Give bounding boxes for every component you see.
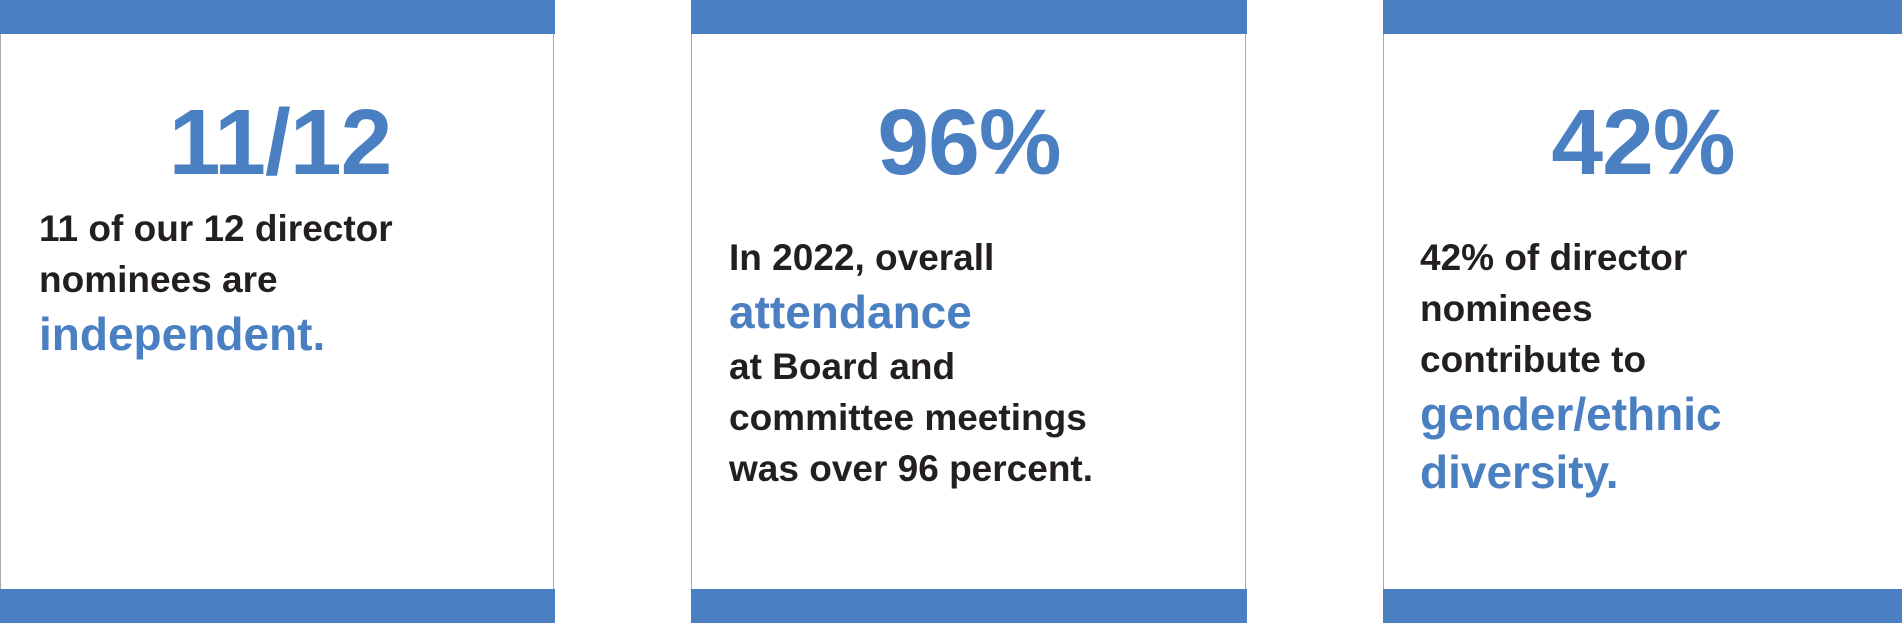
body-text: nominees: [1420, 288, 1593, 329]
body-text: 42% of director: [1420, 237, 1688, 278]
stat-number: 42%: [1551, 90, 1735, 194]
card-text: In 2022, overall attendance at Board and co…: [729, 232, 1093, 494]
highlight-text: gender/ethnic: [1420, 388, 1722, 440]
body-text: contribute to: [1420, 339, 1647, 380]
stat-card: 11/12 11 of our 12 director nominees are in…: [0, 0, 555, 623]
stat-number: 96%: [877, 90, 1061, 194]
stat-card: 96% In 2022, overall attendance at Board an…: [690, 0, 1247, 623]
body-text: nominees are: [39, 259, 278, 300]
highlight-text: independent.: [39, 308, 326, 360]
body-text: was over 96 percent.: [729, 448, 1094, 489]
body-text: In 2022, overall: [729, 237, 995, 278]
card-text: 11 of our 12 director nominees are indepen…: [39, 203, 393, 363]
body-text: committee meetings: [729, 397, 1087, 438]
highlight-text: diversity.: [1420, 446, 1619, 498]
body-text: at Board and: [729, 346, 956, 387]
stat-number: 11/12: [168, 90, 393, 194]
highlight-text: attendance: [729, 286, 972, 338]
stat-card: 42% 42% of director nominees contribute to g…: [1382, 0, 1902, 623]
card-text: 42% of director nominees contribute to gend…: [1420, 232, 1722, 501]
body-text: 11 of our 12 director: [39, 208, 393, 249]
